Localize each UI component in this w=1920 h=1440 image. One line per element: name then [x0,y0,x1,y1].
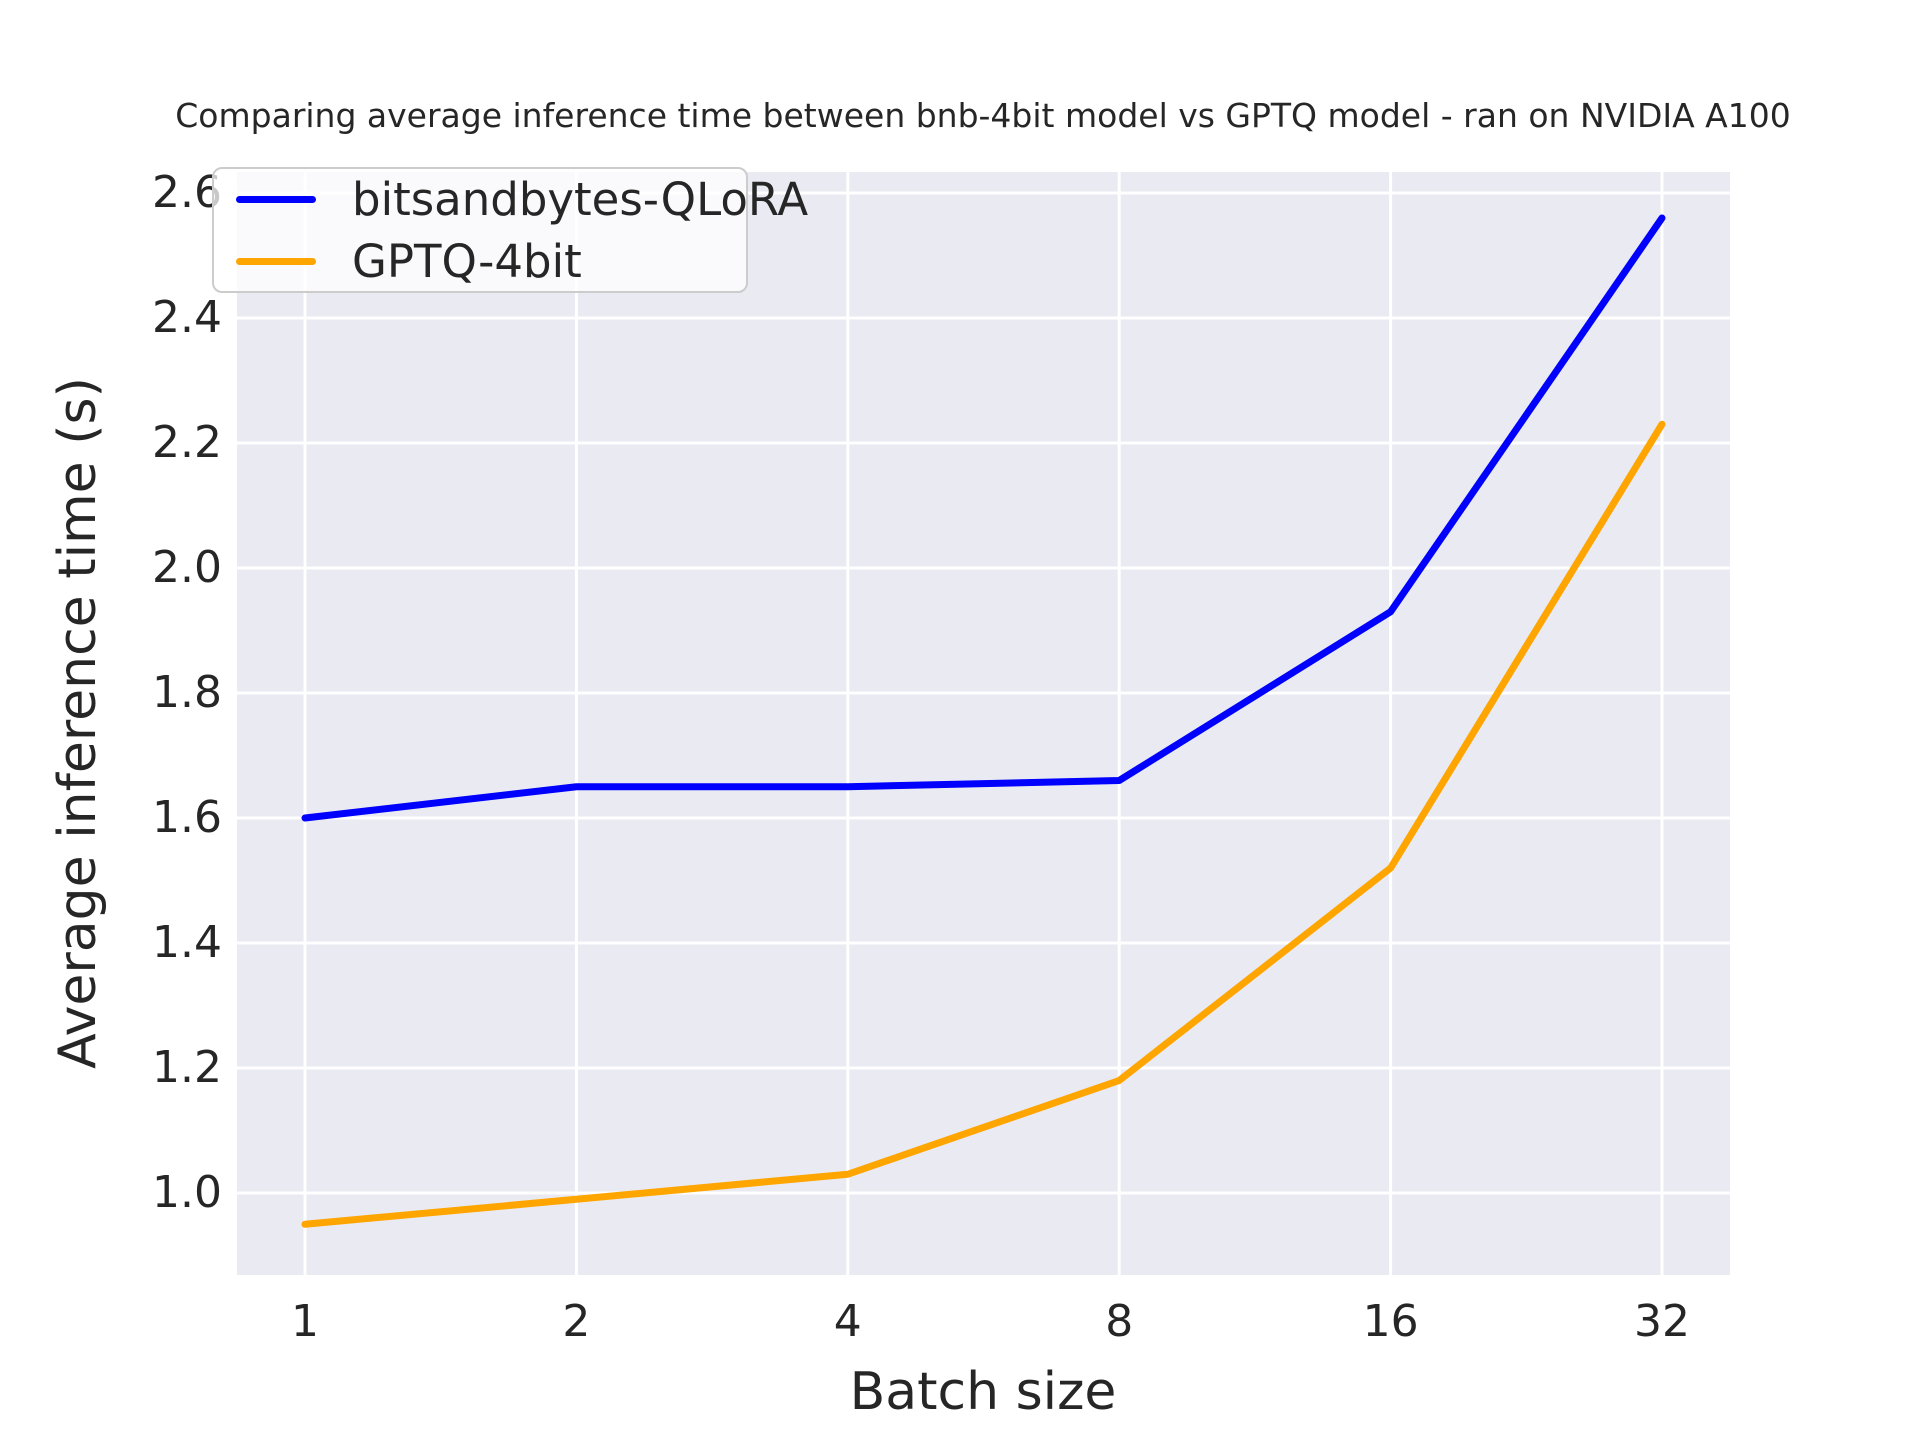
data-lines [301,214,1666,1228]
gridlines-x [303,172,1664,1275]
x-tick-label: 16 [1362,1296,1419,1347]
chart-title: Comparing average inference time between… [175,96,1791,135]
gridlines-y [237,191,1730,1195]
y-tick-label: 1.4 [152,917,222,968]
y-tick-label: 1.2 [152,1042,222,1093]
y-tick-label: 2.6 [152,167,222,218]
legend-swatch [236,195,316,203]
y-tick-label: 1.6 [152,792,222,843]
y-tick-label: 1.0 [152,1167,222,1218]
legend: bitsandbytes-QLoRA GPTQ-4bit [212,167,808,293]
legend-label: bitsandbytes-QLoRA [352,172,809,226]
x-tick-label: 8 [1105,1296,1134,1347]
legend-item: bitsandbytes-QLoRA [236,173,808,226]
series-line-bitsandbytes-QLoRA [301,214,1666,822]
axes-background [237,172,1730,1275]
legend-swatch [236,257,316,265]
x-tick-label: 2 [562,1296,591,1347]
series-line-GPTQ-4bit [301,420,1666,1228]
x-tick-label: 4 [833,1296,862,1347]
y-tick-label: 2.0 [152,542,222,593]
legend-label: GPTQ-4bit [352,234,582,288]
y-tick-label: 2.2 [152,417,222,468]
x-tick-label: 32 [1634,1296,1690,1347]
y-tick-label: 1.8 [152,667,222,718]
x-tick-label: 1 [291,1296,319,1347]
y-tick-label: 2.4 [152,292,222,343]
legend-item: GPTQ-4bit [236,234,746,288]
x-axis-label: Batch size [849,1362,1117,1422]
